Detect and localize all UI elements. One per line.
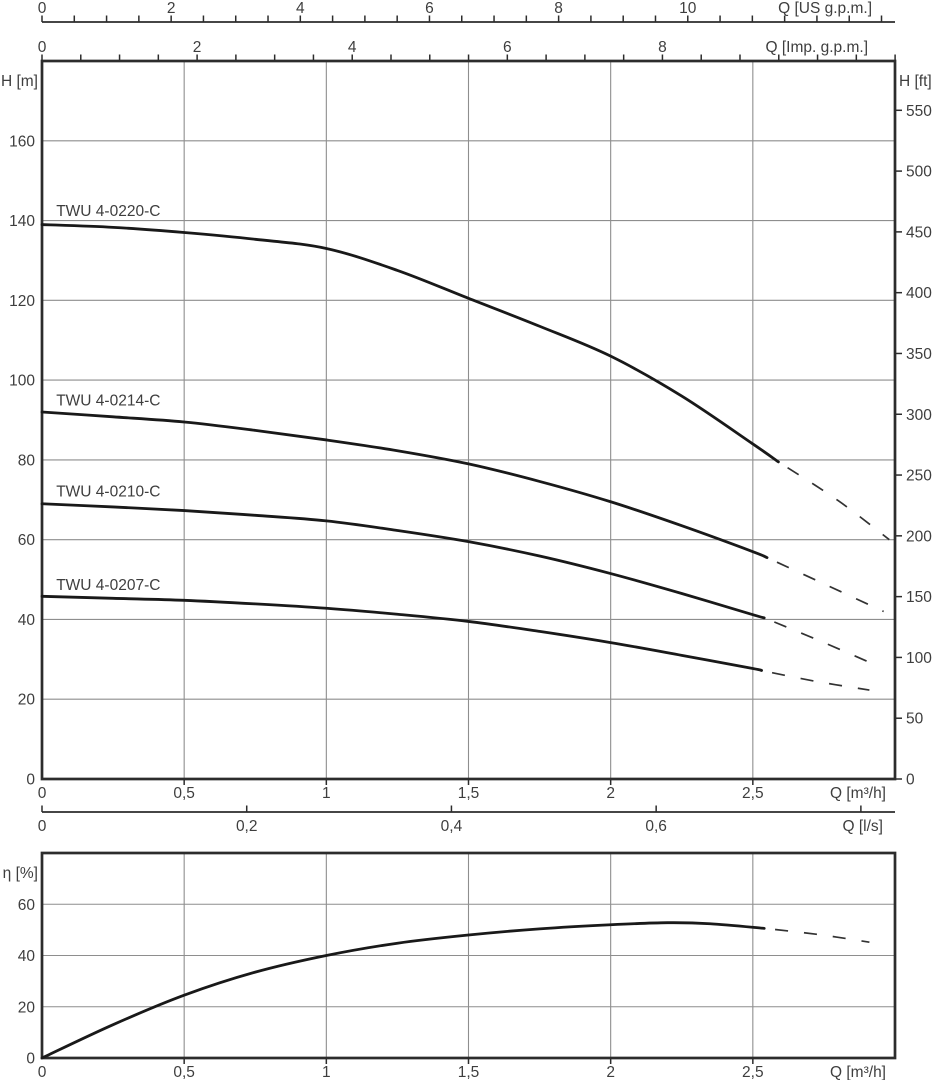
x-axis-tick-label: 1: [322, 785, 331, 802]
y-axis-tick-label: 40: [18, 612, 36, 629]
series-TWU-4-0214-C: TWU 4-0214-C: [40, 393, 884, 613]
y-axis-tick-label: 60: [18, 532, 36, 549]
y-axis-tick-label: 0: [26, 1051, 35, 1068]
pump-curve: [40, 410, 769, 560]
y-axis-unit-label: H [ft]: [899, 73, 932, 90]
efficiency-chart: 0 20 40 60 0 0,5 1 1,5 2 2,5 Q [m³/h] η [%]: [3, 851, 897, 1080]
y-axis-tick-label: 120: [9, 293, 35, 310]
axis-tick-label: 6: [503, 39, 512, 56]
axis-tick-label: 4: [296, 0, 305, 17]
y-axis-unit-label: H [m]: [1, 73, 38, 90]
axis-tick-label: 0: [906, 772, 915, 789]
q-imp-gpm-axis: 0 2 4 6 8 Q [Imp. g.p.m.]: [38, 39, 896, 60]
axis-tick-label: 0,4: [441, 818, 463, 835]
x-axis-tick-label: 1,5: [458, 1064, 480, 1080]
axis-tick-label: 0: [38, 0, 47, 17]
h-ft-axis: 0 50 100 150 200 250 300 350 400 450 500 550 H [ft]: [896, 73, 932, 789]
axis-tick-label: 10: [679, 0, 697, 17]
pump-curve: [40, 502, 766, 620]
plot-border: [40, 851, 897, 1060]
x-axis-tick-label: 0: [38, 785, 47, 802]
x-axis-unit-label: Q [m³/h]: [830, 1064, 886, 1080]
axis-tick-label: 0,6: [645, 818, 667, 835]
axis-unit-label: Q [Imp. g.p.m.]: [766, 39, 869, 56]
axis-tick-label: 250: [906, 468, 932, 485]
curve-label: TWU 4-0210-C: [56, 484, 160, 501]
gridlines: [42, 853, 895, 1058]
axis-tick-label: 50: [906, 711, 924, 728]
y-axis-tick-label: 140: [9, 213, 35, 230]
axis-unit-label: Q [l/s]: [843, 818, 883, 835]
x-axis-tick-label: 0,5: [173, 1064, 195, 1080]
axis-tick-label: 0: [38, 818, 47, 835]
axis-tick-label: 350: [906, 346, 932, 363]
axis-tick-label: 550: [906, 103, 932, 120]
axis-tick-label: 6: [425, 0, 434, 17]
pump-curve-extrapolated: [761, 669, 870, 691]
pump-curve: [40, 921, 766, 1060]
pump-curve-extrapolated: [764, 927, 870, 944]
y-axis-tick-label: 100: [9, 373, 35, 390]
q-us-gpm-axis: 0 2 4 6 8 10 Q [US g.p.m.]: [38, 0, 895, 23]
y-axis-tick-label: 60: [18, 897, 36, 914]
x-axis-tick-label: 2,5: [742, 785, 764, 802]
axis-tick-label: 500: [906, 164, 932, 181]
y-axis-tick-label: 160: [9, 133, 35, 150]
series-efficiency: [40, 921, 870, 1060]
series-TWU-4-0210-C: TWU 4-0210-C: [40, 484, 882, 669]
pump-curve-extrapolated: [777, 461, 890, 541]
q-l-s-axis: 0 0,2 0,4 0,6 Q [l/s]: [38, 805, 895, 835]
axis-tick-label: 4: [348, 39, 357, 56]
pump-curve-extrapolated: [766, 556, 884, 613]
axis-tick-label: 300: [906, 407, 932, 424]
axis-tick-label: 8: [554, 0, 563, 17]
pump-curve: [40, 594, 763, 672]
series-TWU-4-0220-C: TWU 4-0220-C: [40, 203, 890, 541]
axis-tick-label: 200: [906, 528, 932, 545]
axis-tick-label: 450: [906, 224, 932, 241]
x-axis-tick-label: 2: [606, 785, 615, 802]
axis-tick-label: 0,2: [236, 818, 258, 835]
x-axis-unit-label: Q [m³/h]: [830, 785, 886, 802]
axis-tick-label: 0: [38, 39, 47, 56]
x-axis-tick-label: 2,5: [742, 1064, 764, 1080]
axis-unit-label: Q [US g.p.m.]: [778, 0, 872, 17]
pump-curve: [40, 223, 780, 464]
gridlines: [42, 61, 895, 779]
axis-tick-label: 150: [906, 589, 932, 606]
y-axis-tick-label: 20: [18, 692, 36, 709]
y-axis-tick-label: 0: [26, 772, 35, 789]
plot-border: [40, 59, 897, 781]
y-axis-unit-label: η [%]: [3, 865, 38, 882]
axis-tick-label: 2: [167, 0, 176, 17]
series-TWU-4-0207-C: TWU 4-0207-C: [40, 577, 870, 691]
curve-label: TWU 4-0207-C: [56, 577, 160, 594]
axis-tick-label: 2: [193, 39, 202, 56]
axis-tick-label: 400: [906, 285, 932, 302]
x-axis-tick-label: 0: [38, 1064, 47, 1080]
curve-label: TWU 4-0214-C: [56, 393, 160, 410]
pump-curve-extrapolated: [763, 617, 882, 669]
y-axis-tick-label: 20: [18, 999, 36, 1016]
x-axis-tick-label: 1,5: [458, 785, 480, 802]
curve-label: TWU 4-0220-C: [56, 203, 160, 220]
x-axis-tick-label: 1: [322, 1064, 331, 1080]
y-axis-tick-label: 40: [18, 948, 36, 965]
axis-tick-label: 100: [906, 650, 932, 667]
x-axis-tick-label: 2: [606, 1064, 615, 1080]
axis-tick-label: 8: [658, 39, 667, 56]
y-axis-tick-label: 80: [18, 452, 36, 469]
x-axis-tick-label: 0,5: [173, 785, 195, 802]
